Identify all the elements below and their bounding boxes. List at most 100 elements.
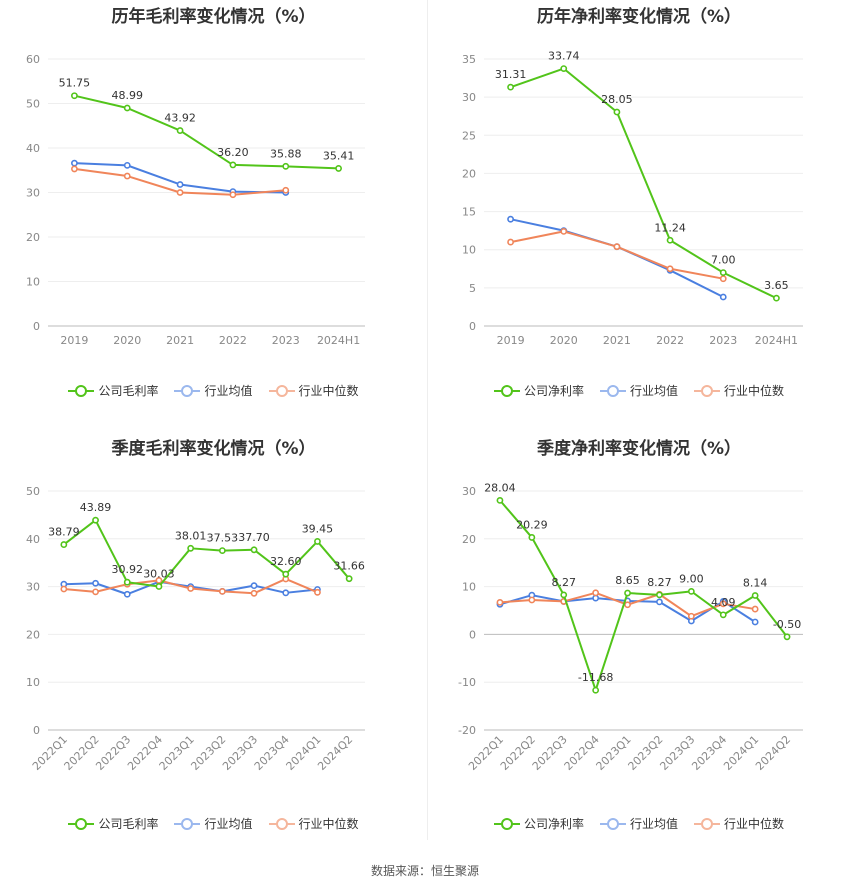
x-tick-label: 2020: [113, 334, 141, 347]
data-point: [624, 589, 631, 597]
data-point: [507, 215, 514, 223]
legend-label: 公司毛利率: [98, 817, 159, 831]
y-tick-label: 10: [26, 276, 40, 289]
data-label: -0.50: [773, 618, 801, 631]
y-tick-label: 30: [26, 581, 40, 594]
x-tick-label: 2024Q2: [753, 733, 793, 773]
legend-item-industry-median[interactable]: 行业中位数: [268, 382, 359, 399]
data-point: [176, 181, 184, 188]
data-point: [60, 585, 68, 593]
chart-legend: 公司毛利率 行业均值 行业中位数: [0, 382, 427, 399]
data-point: [71, 159, 78, 167]
data-point: [656, 591, 663, 599]
data-label: 3.65: [764, 279, 789, 292]
y-tick-label: 40: [26, 533, 40, 546]
x-tick-label: 2021: [166, 334, 194, 347]
chart-plot: 010203040502022Q12022Q22022Q32022Q42023Q…: [26, 485, 365, 773]
data-label: 35.41: [323, 149, 355, 162]
data-label: 30.92: [112, 563, 144, 576]
legend-item-industry-median[interactable]: 行业中位数: [694, 815, 784, 832]
data-label: 11.24: [654, 221, 686, 234]
chart-title: 历年毛利率变化情况（%）: [111, 7, 316, 27]
series-line: [74, 162, 286, 194]
data-point: [560, 591, 568, 599]
data-point: [751, 592, 759, 599]
legend-item-industry-avg[interactable]: 行业均值: [174, 815, 253, 832]
data-label: 36.20: [217, 146, 249, 159]
data-point: [687, 612, 695, 620]
legend-item-industry-avg[interactable]: 行业均值: [599, 382, 678, 399]
data-point: [250, 582, 258, 590]
legend-label: 行业中位数: [724, 817, 785, 831]
legend-item-company[interactable]: 公司净利率: [493, 815, 584, 832]
y-tick-label: 25: [462, 129, 476, 142]
x-tick-label: 2024H1: [755, 334, 798, 347]
data-point: [229, 161, 237, 169]
data-label: 28.04: [484, 481, 516, 494]
x-tick-label: 2023: [709, 334, 737, 347]
data-label: 38.79: [48, 526, 80, 539]
chart-title: 季度毛利率变化情况（%）: [111, 439, 316, 459]
chart-legend: 公司净利率 行业均值 行业中位数: [428, 815, 850, 832]
series-line: [510, 67, 777, 300]
data-point: [751, 618, 759, 626]
x-tick-label: 2020: [550, 334, 578, 347]
data-point: [71, 165, 78, 173]
data-point: [624, 601, 631, 609]
legend-item-industry-median[interactable]: 行业中位数: [268, 815, 359, 832]
data-point: [60, 541, 68, 548]
data-label: 7.00: [711, 254, 736, 267]
data-label: 9.00: [679, 572, 704, 585]
legend-item-company[interactable]: 公司毛利率: [68, 815, 158, 832]
data-point: [560, 65, 568, 73]
data-point: [155, 576, 163, 584]
data-point: [592, 589, 600, 597]
data-label: -11.68: [578, 671, 613, 684]
y-tick-label: 20: [26, 231, 40, 244]
y-tick-label: 20: [462, 167, 476, 180]
legend-item-industry-avg[interactable]: 行业均值: [174, 382, 253, 399]
data-point: [666, 236, 674, 244]
data-point: [613, 108, 621, 116]
y-tick-label: 0: [469, 320, 476, 333]
data-point: [71, 92, 78, 100]
data-label: 8.65: [615, 574, 640, 587]
data-label: 8.27: [647, 576, 672, 589]
chart-legend: 公司净利率 行业均值 行业中位数: [428, 382, 850, 399]
data-label: 51.75: [59, 77, 91, 90]
data-point: [176, 127, 184, 134]
series-line: [499, 499, 788, 692]
data-label: 35.88: [270, 147, 302, 160]
data-point: [528, 534, 536, 541]
data-label: 37.70: [238, 531, 270, 544]
y-tick-label: 15: [462, 206, 476, 219]
data-label: 32.60: [270, 555, 302, 568]
legend-item-company[interactable]: 公司净利率: [493, 382, 584, 399]
y-tick-label: 30: [462, 485, 476, 498]
data-label: 31.31: [495, 68, 526, 81]
data-point: [345, 575, 353, 583]
legend-item-industry-avg[interactable]: 行业均值: [599, 815, 678, 832]
data-point: [123, 578, 131, 586]
series-line: [510, 230, 724, 280]
x-tick-label: 2023: [272, 334, 300, 347]
y-tick-label: 20: [26, 628, 40, 641]
data-label: 8.14: [743, 576, 768, 589]
legend-label: 行业均值: [629, 384, 678, 398]
chart-plot: -20-1001020302022Q12022Q22022Q32022Q4202…: [458, 481, 803, 773]
data-point: [92, 516, 99, 524]
data-point: [218, 587, 226, 595]
data-point: [187, 544, 195, 552]
data-label: 30.03: [143, 567, 175, 580]
legend-label: 行业中位数: [298, 817, 359, 831]
data-point: [92, 588, 99, 596]
x-tick-label: 2019: [497, 334, 525, 347]
y-tick-label: 40: [26, 142, 40, 155]
data-point: [507, 83, 514, 91]
legend-item-industry-median[interactable]: 行业中位数: [694, 382, 784, 399]
data-label: 8.27: [552, 576, 577, 589]
legend-item-company[interactable]: 公司毛利率: [68, 382, 158, 399]
y-tick-label: 10: [462, 244, 476, 257]
data-point: [773, 294, 780, 302]
annual-gross-margin-chart: 历年毛利率变化情况（%） 0 10 20 30 40 50 60 2019 2020 2021 20…: [0, 0, 427, 420]
